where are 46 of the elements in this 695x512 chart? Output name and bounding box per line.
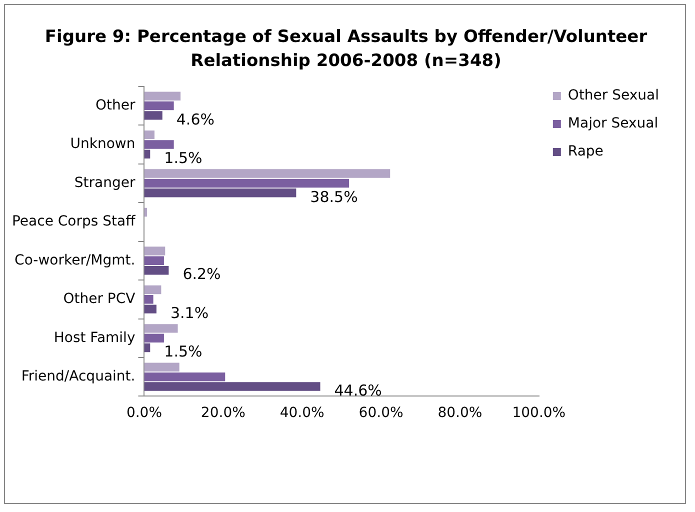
bar bbox=[144, 295, 154, 304]
x-tick-label: 80.0% bbox=[438, 405, 482, 422]
bar bbox=[144, 304, 156, 314]
bar bbox=[144, 101, 174, 110]
bar bbox=[144, 285, 162, 294]
bar bbox=[144, 343, 150, 352]
data-label: 3.1% bbox=[170, 304, 209, 322]
legend-label: Rape bbox=[568, 144, 604, 160]
bar bbox=[144, 130, 154, 140]
data-label: 6.2% bbox=[182, 265, 221, 284]
data-label: 4.6% bbox=[176, 110, 214, 128]
bar bbox=[144, 246, 166, 256]
x-tick-label: 100.0% bbox=[512, 405, 566, 422]
y-tick-label: Other bbox=[95, 97, 136, 114]
x-tick-label: 20.0% bbox=[200, 405, 246, 422]
chart-title: Figure 9: Percentage of Sexual Assaults by Offender/Volunteer Relationship 2006-2008 (n=348) bbox=[44, 26, 648, 73]
bar bbox=[144, 372, 226, 382]
data-label: 44.6% bbox=[334, 381, 382, 400]
y-tick-label: Co-worker/Mgmt. bbox=[14, 252, 136, 268]
x-tick-label: 0.0% bbox=[126, 405, 162, 422]
legend-label: Other Sexual bbox=[568, 88, 660, 104]
y-tick-label: Friend/Acquaint. bbox=[21, 368, 136, 384]
legend-label: Major Sexual bbox=[568, 116, 658, 132]
bar bbox=[144, 382, 320, 391]
data-label: 1.5% bbox=[164, 149, 202, 168]
bar bbox=[144, 334, 164, 342]
data-label: 38.5% bbox=[310, 188, 358, 206]
bar bbox=[144, 178, 350, 188]
bar bbox=[144, 266, 169, 275]
y-tick-label: Peace Corps Staff bbox=[12, 214, 136, 230]
bar bbox=[144, 150, 150, 159]
bar bbox=[144, 111, 162, 120]
bar bbox=[144, 140, 174, 149]
bar bbox=[144, 362, 180, 372]
y-tick-label: Other PCV bbox=[63, 291, 136, 308]
x-tick-label: 40.0% bbox=[280, 405, 324, 422]
bar bbox=[144, 169, 390, 178]
y-tick-label: Unknown bbox=[70, 136, 136, 152]
x-tick-label: 60.0% bbox=[358, 405, 404, 422]
bar bbox=[144, 92, 181, 100]
bar bbox=[144, 324, 178, 333]
data-label: 1.5% bbox=[164, 342, 202, 361]
bar bbox=[144, 188, 296, 198]
bar bbox=[144, 256, 164, 266]
y-tick-label: Host Family bbox=[54, 330, 136, 346]
y-tick-label: Stranger bbox=[74, 174, 136, 191]
